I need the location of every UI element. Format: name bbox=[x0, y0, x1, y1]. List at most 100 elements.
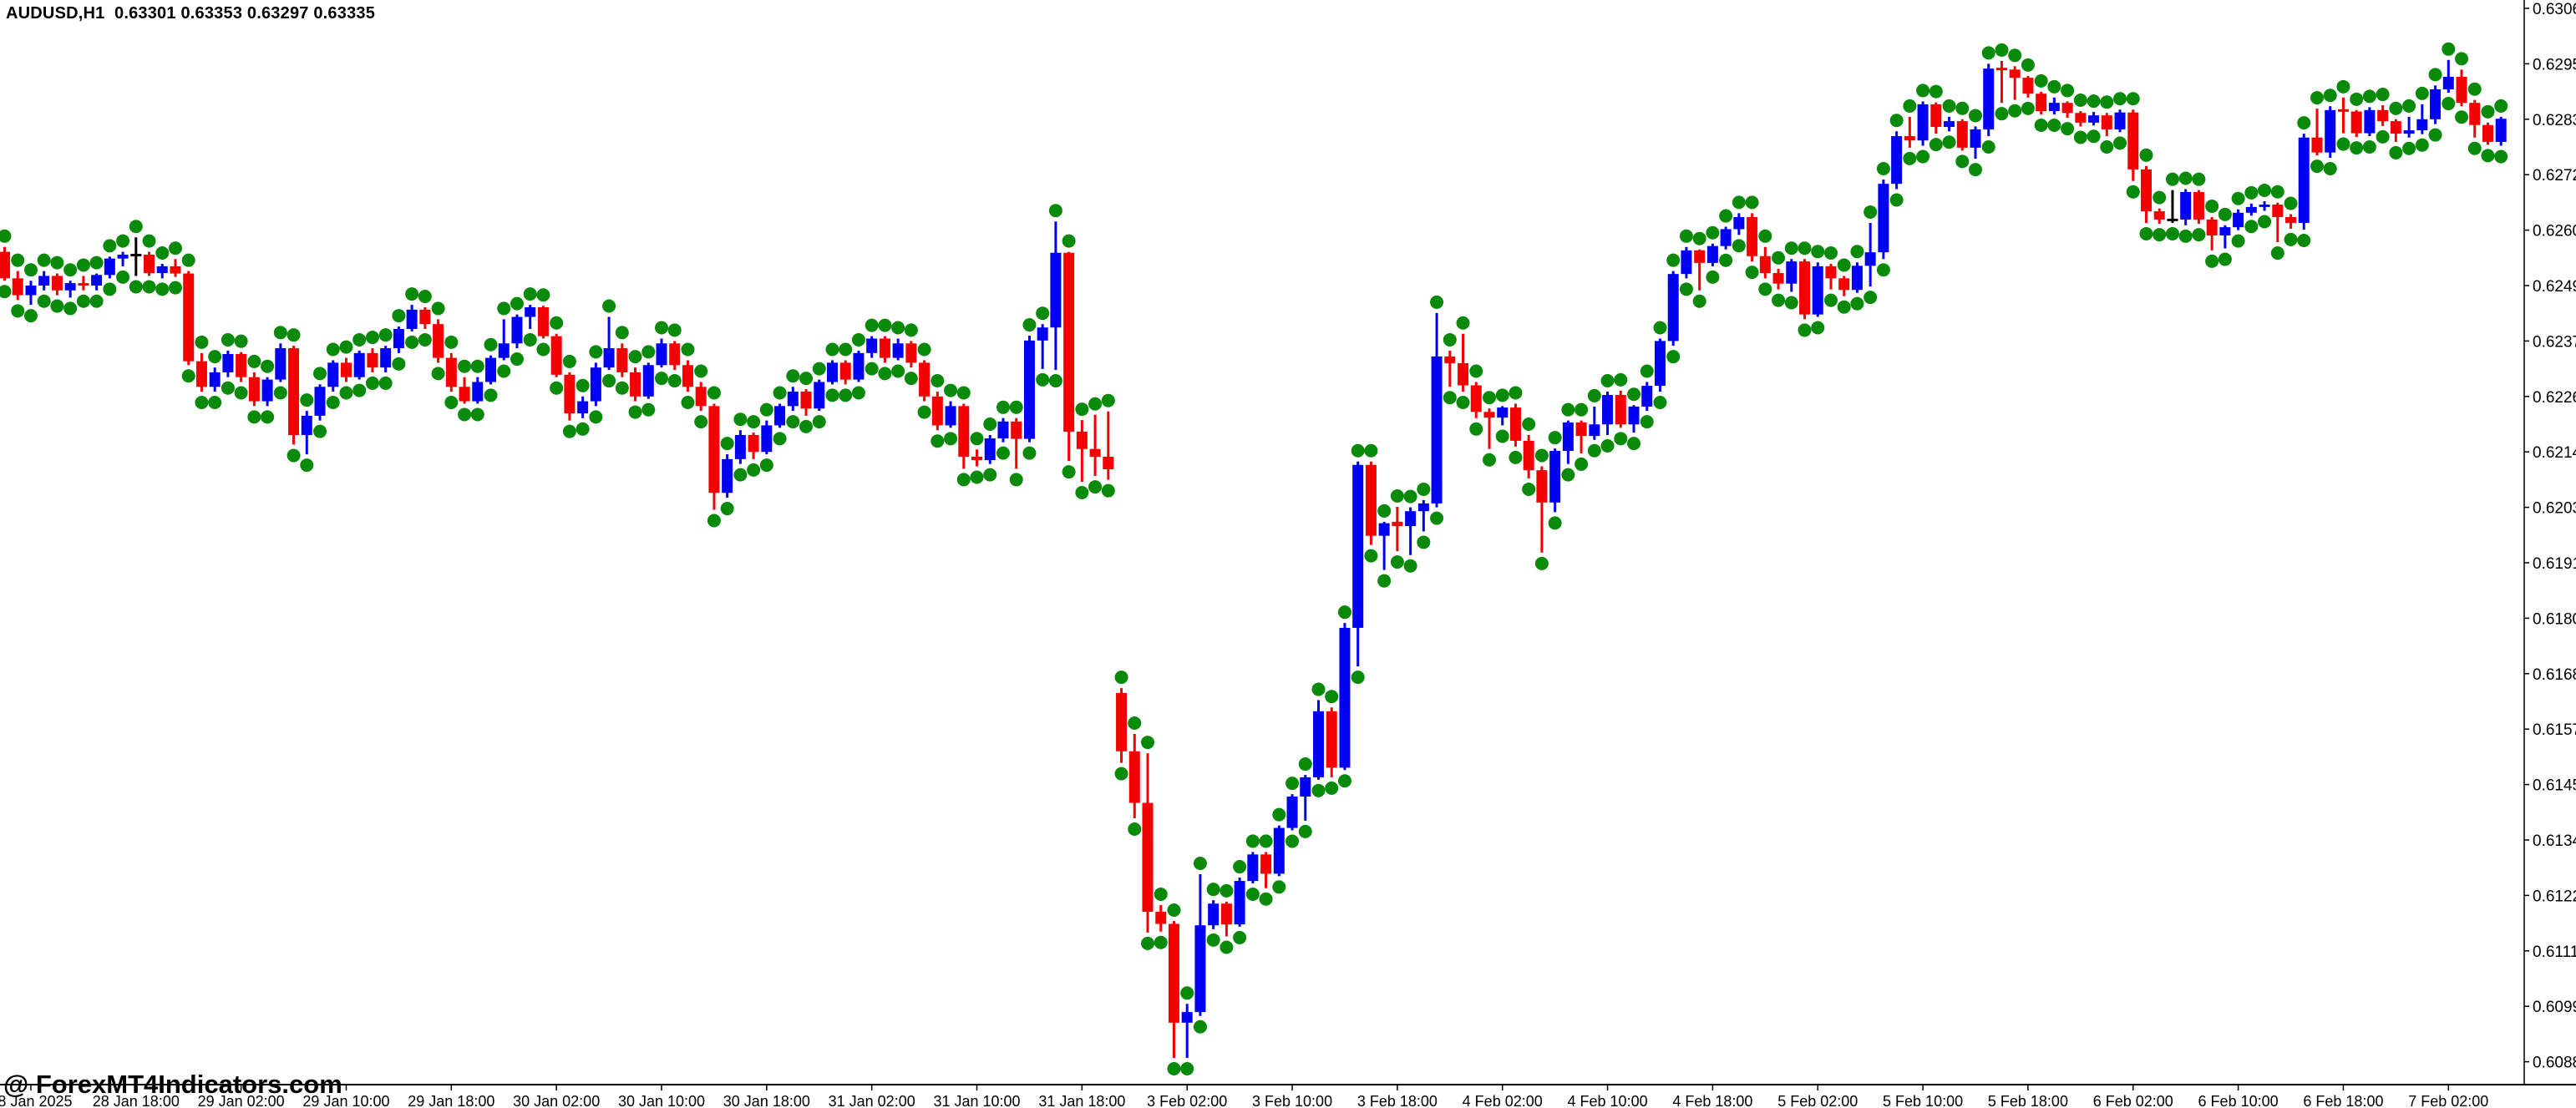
indicator-dot-below bbox=[1114, 766, 1128, 781]
indicator-dot-above bbox=[1955, 101, 1970, 115]
time-axis-label: 5 Feb 18:00 bbox=[1988, 1093, 2068, 1108]
indicator-dot-above bbox=[392, 309, 406, 323]
candle-body bbox=[761, 425, 773, 453]
indicator-dot-above bbox=[970, 432, 984, 446]
candle-body bbox=[433, 324, 444, 358]
indicator-dot-above bbox=[825, 342, 839, 357]
indicator-dot-below bbox=[2153, 228, 2167, 242]
candle-body bbox=[2482, 124, 2493, 142]
indicator-dot-below bbox=[667, 374, 682, 388]
indicator-dot-below bbox=[2165, 226, 2179, 240]
indicator-dot-above bbox=[562, 354, 576, 368]
candle-body bbox=[170, 266, 181, 274]
indicator-dot-below bbox=[2087, 129, 2101, 144]
indicator-dot-below bbox=[786, 415, 800, 429]
indicator-dot-below bbox=[1837, 300, 1851, 314]
candle-body bbox=[78, 283, 89, 286]
indicator-dot-below bbox=[2402, 141, 2416, 155]
indicator-dot-above bbox=[1114, 670, 1128, 685]
candle-body bbox=[2390, 121, 2401, 134]
indicator-dot-above bbox=[1903, 99, 1917, 113]
indicator-dot-below bbox=[759, 458, 773, 473]
indicator-dot-below bbox=[1823, 293, 1838, 307]
indicator-dot-below bbox=[195, 396, 209, 410]
indicator-dot-above bbox=[1325, 690, 1339, 704]
indicator-dot-below bbox=[116, 270, 130, 284]
price-axis-label: 0.61800 bbox=[2533, 610, 2576, 628]
indicator-dot-below bbox=[996, 446, 1010, 460]
indicator-dot-above bbox=[1732, 195, 1746, 210]
candle-body bbox=[117, 255, 129, 259]
candle-body bbox=[38, 276, 50, 286]
candle-body bbox=[1339, 627, 1351, 768]
candle-body bbox=[577, 401, 589, 414]
indicator-dot-below bbox=[655, 372, 668, 386]
indicator-dot-below bbox=[2494, 149, 2508, 164]
time-axis-label: 4 Feb 10:00 bbox=[1568, 1093, 1648, 1108]
candle-body bbox=[1864, 252, 1876, 266]
indicator-dot-below bbox=[1259, 892, 1273, 906]
candle-body bbox=[853, 352, 865, 380]
indicator-dot-above bbox=[944, 383, 958, 397]
indicator-dot-below bbox=[1534, 556, 1549, 570]
indicator-dot-above bbox=[326, 342, 340, 357]
indicator-dot-above bbox=[89, 255, 104, 270]
indicator-dot-below bbox=[602, 374, 616, 388]
candle-body bbox=[1628, 406, 1640, 425]
candle-body bbox=[774, 406, 786, 426]
candle-body bbox=[1181, 1012, 1193, 1023]
indicator-dot-below bbox=[628, 405, 642, 419]
indicator-dot-below bbox=[1377, 574, 1392, 588]
indicator-dot-above bbox=[1403, 489, 1417, 503]
candle-body bbox=[2036, 94, 2047, 111]
indicator-dot-above bbox=[747, 415, 761, 429]
indicator-dot-above bbox=[1509, 386, 1523, 400]
indicator-dot-below bbox=[431, 367, 445, 381]
time-axis-label: 3 Feb 02:00 bbox=[1147, 1093, 1227, 1108]
candle-body bbox=[1891, 136, 1903, 185]
candle-body bbox=[144, 255, 155, 273]
indicator-dot-below bbox=[1403, 559, 1417, 573]
indicator-dot-above bbox=[655, 321, 668, 335]
indicator-dot-above bbox=[1850, 245, 1864, 259]
price-axis-label: 0.62835 bbox=[2533, 112, 2576, 129]
indicator-dot-below bbox=[365, 376, 379, 390]
candle-body bbox=[1273, 827, 1285, 874]
indicator-dot-below bbox=[484, 388, 498, 402]
candle-body bbox=[288, 348, 300, 435]
indicator-dot-above bbox=[208, 350, 222, 364]
indicator-dot-above bbox=[550, 316, 564, 330]
indicator-dot-below bbox=[2415, 138, 2429, 152]
indicator-dot-below bbox=[103, 282, 117, 296]
candle-body bbox=[1786, 261, 1798, 284]
indicator-dot-above bbox=[1534, 448, 1549, 463]
indicator-dot-below bbox=[1495, 429, 1509, 443]
price-axis-label: 0.61685 bbox=[2533, 666, 2576, 684]
indicator-dot-above bbox=[352, 332, 367, 347]
indicator-dot-below bbox=[931, 434, 945, 448]
indicator-dot-below bbox=[562, 424, 576, 438]
indicator-dot-below bbox=[1048, 374, 1062, 388]
indicator-dot-below bbox=[339, 386, 353, 400]
candle-body bbox=[393, 328, 404, 349]
watermark-text: @ ForexMT4Indicators.com bbox=[3, 1070, 342, 1099]
indicator-dot-above bbox=[50, 255, 64, 270]
candle-body bbox=[2206, 219, 2218, 235]
indicator-dot-above bbox=[1758, 229, 1772, 243]
indicator-dot-above bbox=[839, 342, 853, 357]
indicator-dot-above bbox=[195, 335, 209, 349]
indicator-dot-below bbox=[799, 419, 814, 433]
indicator-dot-below bbox=[944, 432, 958, 446]
indicator-dot-above bbox=[1377, 503, 1392, 518]
price-axis-label: 0.62145 bbox=[2533, 444, 2576, 462]
price-axis-label: 0.60995 bbox=[2533, 999, 2576, 1016]
candle-body bbox=[2101, 115, 2112, 129]
candle-body bbox=[511, 316, 523, 344]
indicator-dot-above bbox=[523, 287, 537, 301]
candle-body bbox=[1194, 925, 1206, 1013]
indicator-dot-below bbox=[1311, 783, 1326, 797]
indicator-dot-below bbox=[1101, 483, 1115, 498]
